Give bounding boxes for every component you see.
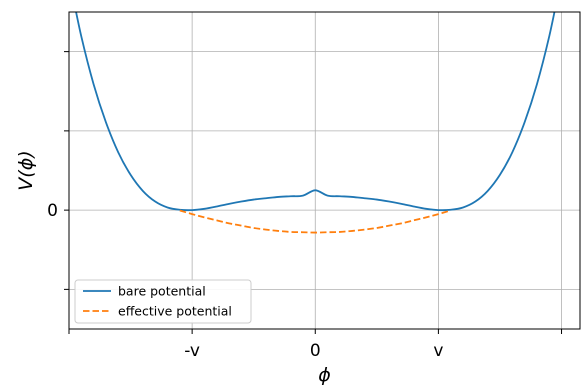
x-tick-label: 0 [310,341,321,361]
effective-potential-line [179,209,451,234]
legend-label: bare potential [118,284,206,299]
x-axis-label: ϕ [318,364,331,385]
ticks: -v 0 v 0 [47,51,563,361]
bare-potential-line [75,12,556,212]
legend-box [74,279,252,324]
grid [68,12,580,329]
legend: bare potential effective potential [74,279,252,324]
x-tick-label: v [433,341,443,361]
series-layer [75,12,556,234]
y-tick-label: 0 [47,201,58,221]
y-axis-label: V(ϕ) [15,150,37,190]
x-tick-label: -v [184,341,200,361]
plot-frame [68,11,581,330]
legend-label: effective potential [118,304,232,319]
